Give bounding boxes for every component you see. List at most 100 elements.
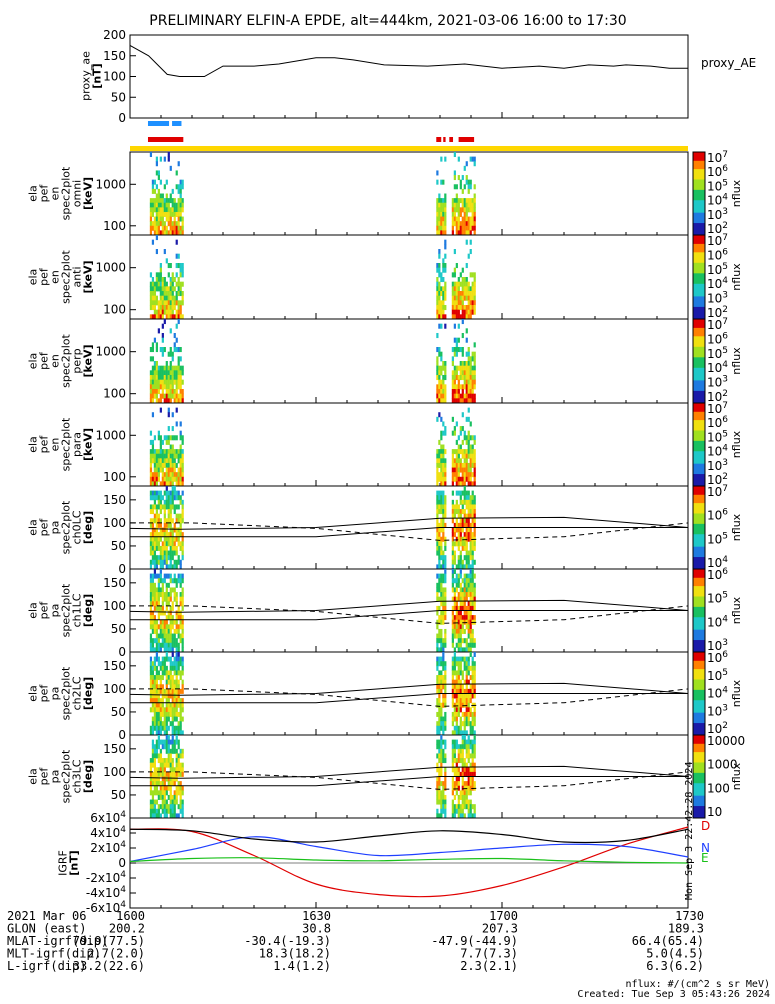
pa-ch2-pixel [175,716,178,722]
spec-anti-pixel [171,272,174,278]
spec-para-pixel [436,472,439,478]
pa-ch0-pixel [436,522,439,528]
spec-anti-pixel [438,295,441,301]
spec-para-pixel [461,472,464,478]
spec-para-pixel [469,472,472,478]
spec-perp-pixel [163,347,166,353]
pa-ch3-pixel [177,804,180,810]
spec-anti-pixel [157,277,160,283]
pa-ch1-colorbar-swatch [693,602,705,605]
pa-ch1-pixel [467,592,470,598]
pa-ch1-pixel [159,619,162,625]
pa-ch0-pixel [155,504,158,510]
pa-ch0-pixel [149,541,153,547]
pa-ch0-pixel [177,536,180,542]
pa-ch0-pixel [159,536,162,542]
pa-ch0-pixel [436,545,439,551]
pa-ch2-pixel [467,711,470,717]
pa-ch3-pixel [444,767,447,773]
spec-para-pixel [175,481,178,487]
pa-ch1-pixel [467,615,470,621]
pa-ch3-pixel [173,767,176,773]
pa-ch0-pixel [149,518,153,524]
spec-anti-colorbar-swatch [693,270,705,274]
pa-ch3-pixel [167,808,170,814]
pa-ch3-pixel [169,758,172,764]
pa-ch1-ylabel-word: pef [38,601,51,620]
pa-ch0-pixel [467,504,470,510]
pa-ch2-pixel [467,702,470,708]
spec-omni-pixel [151,211,155,217]
pa-ch0-pixel [179,541,182,547]
pa-ch2-pixel [157,711,160,717]
spec-perp-pixel [161,351,164,357]
pa-ch3-pixel [440,790,443,796]
pa-ch2-pixel [457,702,460,708]
spec-omni-pixel [157,202,160,208]
spec-perp-pixel [163,365,166,371]
pa-ch3-pixel [442,748,445,754]
spec-para-pixel [451,416,454,422]
spec-para-pixel [175,453,178,459]
pa-ch1-pixel [169,642,172,648]
spec-anti-pixel [159,309,162,315]
pa-ch1-pixel [469,610,472,616]
spec-omni-pixel [461,198,464,204]
pa-ch2-pixel [155,698,158,704]
pa-ch0-pixel [171,555,174,561]
spec-omni-pixel [179,184,182,190]
spec-omni-pixel [161,216,164,222]
pa-ch0-colorbar-swatch [693,515,705,518]
pa-ch0-pixel [440,490,443,496]
pa-ch3-colorbar-tick: 10000 [707,734,745,748]
spec-omni-pixel [438,221,441,227]
spec-omni-pixel [179,198,182,204]
pa-ch1-pixel [469,569,472,575]
pa-ch0-pixel [467,550,470,556]
pa-ch1-pixel [440,619,443,625]
spec-para-pixel [444,458,447,464]
pa-ch0-pixel [471,490,474,496]
pa-ch0-pixel [467,522,470,528]
pa-ch3-pixel [465,794,468,800]
spec-omni-colorbar-swatch [693,187,705,190]
spec-omni-pixel [457,156,460,162]
spec-anti-pixel [457,300,460,306]
spec-omni-pixel [473,198,476,204]
pa-ch1-pixel [453,615,456,621]
pa-ch1-pixel [177,615,180,621]
pa-ch3-pixel [175,813,178,819]
spec-para-pixel [453,472,456,478]
pa-ch1-pixel [467,578,470,584]
spec-omni-pixel [471,198,474,204]
pa-ch1-pixel [453,619,456,625]
pa-ch2-pixel [442,698,445,704]
spec-perp-colorbar-swatch [693,331,705,335]
pa-ch0-pixel [165,545,168,551]
pa-ch0-pixel [165,490,168,496]
spec-omni-pixel [457,198,460,204]
spec-perp-pixel [175,384,178,390]
spec-perp-pixel [465,361,468,367]
spec-anti-pixel [169,291,172,297]
spec-anti-pixel [157,305,160,311]
pa-ch2-pixel [442,684,445,690]
pa-ch3-pixel [459,744,462,750]
pa-ch3-pixel [153,781,157,787]
spec-perp-pixel [171,370,174,376]
spec-anti-colorbar-swatch [693,314,705,318]
footer-row-label: L-igrf(dip) [7,959,86,973]
pa-ch1-ytick-label: 150 [103,576,126,590]
pa-ch3-pixel [161,762,164,768]
spec-para-pixel [157,472,160,478]
spec-perp-colorbar-swatch [693,382,705,385]
pa-ch2-pixel [467,656,470,662]
spec-para-pixel [467,444,470,450]
pa-ch0-pixel [451,509,454,515]
spec-anti-colorbar-swatch [693,258,705,261]
pa-ch2-pixel [444,679,447,685]
spec-para-pixel [469,458,472,464]
spec-anti-colorbar-swatch [693,298,705,301]
spec-para-pixel [455,449,458,455]
igrf-ytick-label: 4x104 [90,825,126,840]
